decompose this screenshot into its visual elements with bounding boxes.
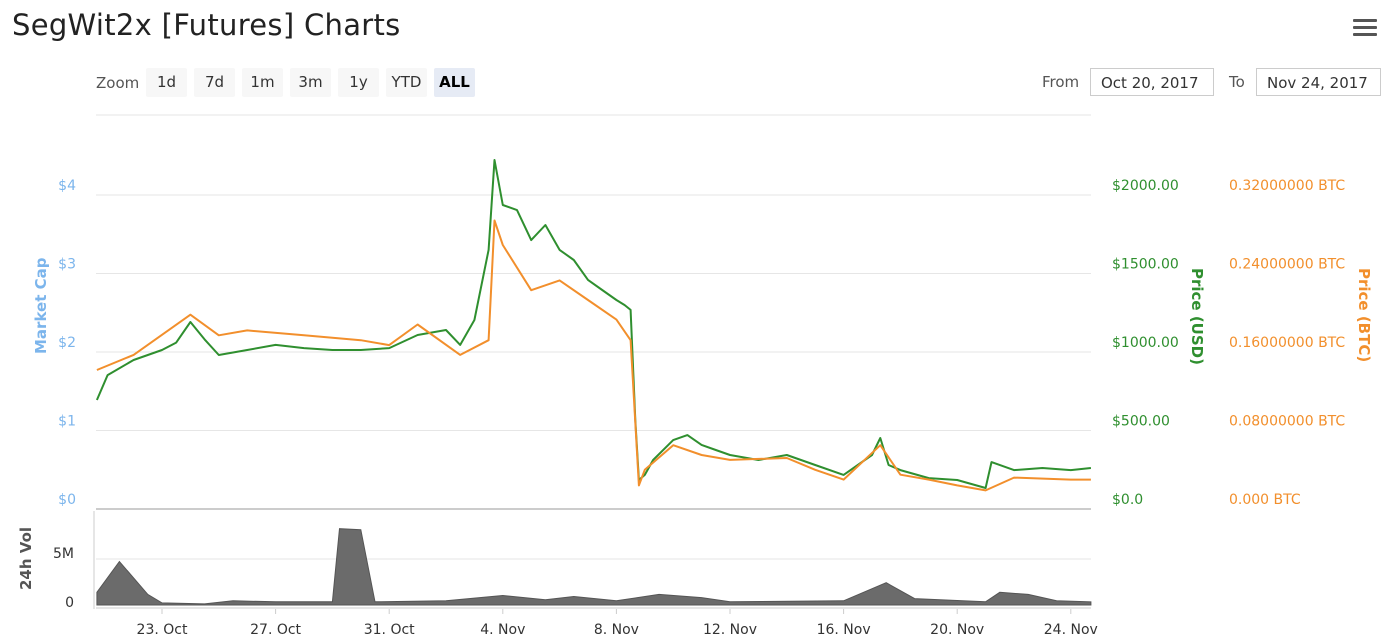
market-cap-tick: $2 [58, 335, 76, 351]
usd-tick: $2000.00 [1112, 178, 1179, 194]
zoom-1y-button[interactable]: 1y [338, 68, 379, 97]
zoom-1d-button[interactable]: 1d [146, 68, 187, 97]
usd-tick: $0.0 [1112, 492, 1143, 508]
x-tick-label: 24. Nov [1044, 622, 1098, 638]
zoom-3m-button[interactable]: 3m [290, 68, 331, 97]
from-label: From [1042, 73, 1080, 91]
btc-axis-title: Price (BTC) [1355, 268, 1373, 362]
hamburger-icon[interactable] [1353, 19, 1377, 37]
btc-tick: 0.24000000 BTC [1229, 257, 1345, 273]
market-cap-tick: $0 [58, 492, 76, 508]
volume-tick: 5M [53, 546, 74, 562]
btc-tick: 0.000 BTC [1229, 492, 1301, 508]
market-cap-tick: $1 [58, 414, 76, 430]
x-tick-label: 23. Oct [137, 622, 188, 638]
x-tick-label: 12. Nov [703, 622, 757, 638]
x-tick-label: 27. Oct [250, 622, 301, 638]
usd-price-line [95, 159, 1092, 489]
btc-price-line [96, 219, 1091, 492]
usd-tick: $1500.00 [1112, 257, 1179, 273]
zoom-7d-button[interactable]: 7d [194, 68, 235, 97]
market-cap-tick: $3 [58, 257, 76, 273]
x-tick-label: 4. Nov [480, 622, 525, 638]
volume-axis-title: 24h Vol [17, 527, 35, 590]
x-tick-label: 20. Nov [930, 622, 984, 638]
x-tick-label: 31. Oct [364, 622, 415, 638]
market-cap-axis-title: Market Cap [32, 257, 50, 354]
btc-tick: 0.08000000 BTC [1229, 414, 1345, 430]
volume-area [96, 528, 1092, 606]
x-tick-label: 8. Nov [594, 622, 639, 638]
x-tick-label: 16. Nov [817, 622, 871, 638]
volume-tick: 0 [65, 595, 74, 611]
from-date-input[interactable]: Oct 20, 2017 [1090, 68, 1214, 96]
page-title: SegWit2x [Futures] Charts [12, 8, 401, 42]
zoom-ytd-button[interactable]: YTD [386, 68, 427, 97]
zoom-label: Zoom [96, 74, 140, 92]
btc-tick: 0.16000000 BTC [1229, 335, 1345, 351]
to-label: To [1229, 73, 1245, 91]
zoom-all-button[interactable]: ALL [434, 68, 475, 97]
btc-tick: 0.32000000 BTC [1229, 178, 1345, 194]
market-cap-tick: $4 [58, 178, 76, 194]
usd-axis-title: Price (USD) [1188, 268, 1206, 365]
usd-tick: $1000.00 [1112, 335, 1179, 351]
usd-tick: $500.00 [1112, 414, 1170, 430]
zoom-1m-button[interactable]: 1m [242, 68, 283, 97]
to-date-input[interactable]: Nov 24, 2017 [1256, 68, 1381, 96]
